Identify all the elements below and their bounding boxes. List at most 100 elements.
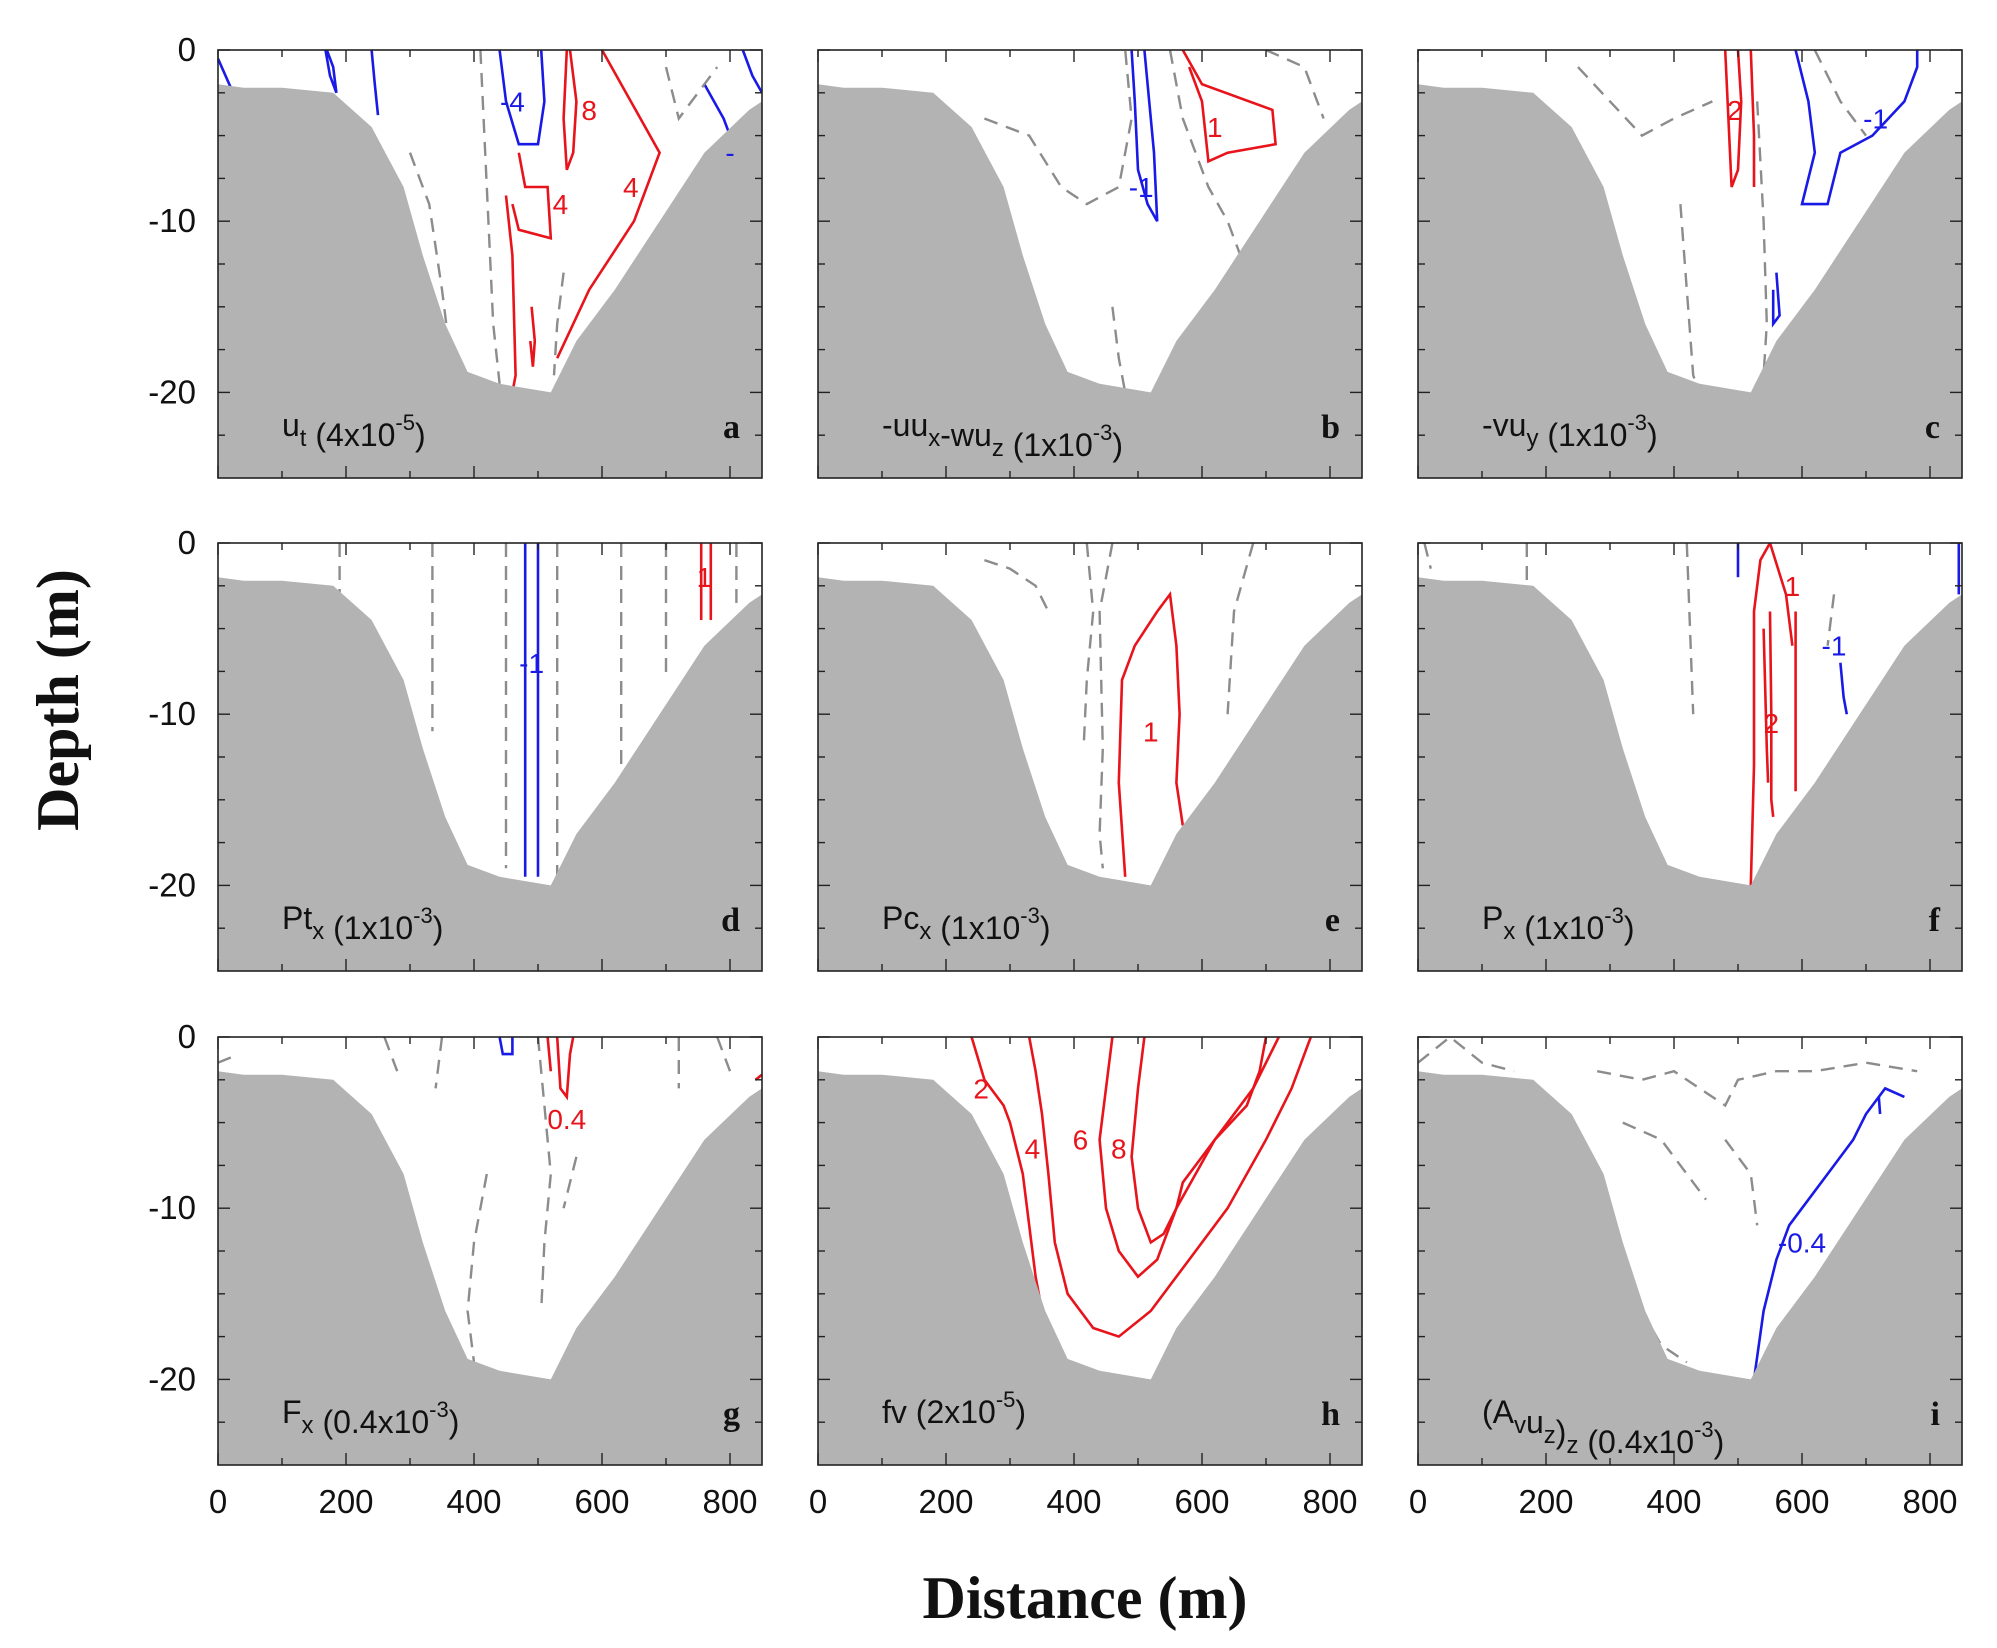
x-tick-label: 600 xyxy=(574,1483,629,1520)
contour-label: -1 xyxy=(1863,103,1888,134)
contour-line-zero xyxy=(1111,306,1127,393)
contour-group xyxy=(338,543,738,877)
contour-line-neg xyxy=(498,50,546,146)
x-tick-label: 0 xyxy=(1409,1483,1427,1520)
label-part: -wu xyxy=(940,417,992,453)
contour-line-zero xyxy=(983,50,1133,206)
panel-variable-label: fv (2x10-5) xyxy=(882,1387,1026,1430)
label-part: Pc xyxy=(882,900,919,936)
panel-letter: g xyxy=(723,1396,740,1433)
contour-label: 2 xyxy=(1763,708,1779,739)
contour-line-pos xyxy=(1762,628,1770,783)
label-part: -3 xyxy=(429,1397,449,1422)
panel-variable-label: Fx (0.4x10-3) xyxy=(282,1394,459,1440)
contour-line-pos xyxy=(529,306,537,367)
contour-line-pos xyxy=(556,50,662,359)
label-part: x xyxy=(928,425,940,452)
label-part: (1x10 xyxy=(324,910,413,946)
contour-line-neg xyxy=(1839,662,1849,715)
contour-label: 1 xyxy=(697,562,713,593)
label-part: -3 xyxy=(1093,420,1113,445)
contour-line-zero xyxy=(1265,50,1325,119)
panel-i: -0.40 200 400 600 800(Avuz)z (0.4x10-3)i xyxy=(1409,1036,1963,1520)
contour-label: 4 xyxy=(1025,1133,1041,1164)
contour-line-zero xyxy=(1622,1121,1707,1201)
label-part: -3 xyxy=(413,903,433,928)
contour-line-zero xyxy=(1826,594,1836,646)
label-part: Pt xyxy=(282,900,312,936)
x-tick-label: 200 xyxy=(318,1483,373,1520)
contour-line-pos xyxy=(754,1073,762,1081)
label-part: -uu xyxy=(882,407,928,443)
contour-line-pos xyxy=(1723,50,1743,188)
contour-line-zero xyxy=(1756,101,1769,376)
panel-letter: e xyxy=(1325,902,1340,939)
contour-line-pos xyxy=(1027,1037,1313,1339)
x-tick-label: 600 xyxy=(1774,1483,1829,1520)
y-tick-label: -10 xyxy=(148,1189,196,1226)
y-tick-label: 0 xyxy=(178,524,196,561)
label-part: ) xyxy=(1624,910,1635,946)
contour-label: - xyxy=(725,138,734,169)
x-tick-label: 200 xyxy=(918,1483,973,1520)
y-tick-label: -10 xyxy=(148,202,196,239)
contour-line-zero xyxy=(716,1037,732,1072)
contour-label: -1 xyxy=(1822,631,1847,662)
contour-line-pos xyxy=(1181,50,1278,164)
contour-group xyxy=(1423,543,1961,886)
x-tick-label: 0 xyxy=(209,1483,227,1520)
contour-group xyxy=(984,543,1255,877)
label-part: (0.4x10 xyxy=(1578,1424,1694,1460)
contour-label: -1 xyxy=(1129,172,1154,203)
contour-line-neg xyxy=(741,50,762,94)
label-part: z xyxy=(992,435,1004,462)
contour-line-neg xyxy=(1794,50,1919,206)
contour-line-zero xyxy=(1226,543,1255,715)
panel-letter: i xyxy=(1931,1396,1940,1433)
contour-line-neg xyxy=(1752,1086,1905,1380)
contour-line-neg xyxy=(370,50,380,116)
panel-letter: c xyxy=(1925,409,1940,446)
panel-letter: b xyxy=(1321,409,1340,446)
contour-line-neg xyxy=(498,1037,514,1056)
label-part: (1x10 xyxy=(1004,427,1093,463)
label-part: (0.4x10 xyxy=(314,1404,430,1440)
y-tick-label: -20 xyxy=(148,1360,196,1397)
contour-line-pos xyxy=(555,1037,575,1101)
contour-line-zero xyxy=(1577,66,1713,138)
contour-label: 1 xyxy=(1785,571,1801,602)
x-tick-label: 200 xyxy=(1518,1483,1573,1520)
panel-letter: h xyxy=(1321,1396,1340,1433)
contour-line-zero xyxy=(479,50,501,384)
contour-line-pos xyxy=(511,152,553,241)
label-part: t xyxy=(300,425,307,452)
label-part: ) xyxy=(415,417,426,453)
x-tick-label: 400 xyxy=(446,1483,501,1520)
x-tick-label: 800 xyxy=(1902,1483,1957,1520)
label-part: (1x10 xyxy=(1538,417,1627,453)
label-part: v xyxy=(1514,1412,1526,1439)
y-tick-label: 0 xyxy=(178,31,196,68)
x-tick-label: 0 xyxy=(809,1483,827,1520)
label-part: (1x10 xyxy=(931,910,1020,946)
panel-letter: a xyxy=(723,409,740,446)
panel-g: 0.4 0 -10 -20 0 200 400 600 800 Fx (0.4x10-3) g xyxy=(148,1018,763,1520)
contour-line-zero xyxy=(1423,543,1432,569)
contour-line-neg xyxy=(324,50,338,94)
panel-variable-label: ut (4x10-5) xyxy=(282,407,426,453)
contour-label: 2 xyxy=(973,1073,989,1104)
label-part: ) xyxy=(1040,910,1051,946)
contour-label: 6 xyxy=(1073,1125,1089,1156)
panel-d: -1 1 0 -10 -20 Ptx (1x10-3) d xyxy=(148,524,763,972)
label-part: x xyxy=(302,1412,314,1439)
contour-line-zero xyxy=(984,558,1050,613)
contour-line-neg xyxy=(703,83,732,137)
bathymetry xyxy=(218,577,762,971)
label-part: ) xyxy=(1714,1424,1725,1460)
contour-label: 2 xyxy=(1727,95,1743,126)
contour-label: -4 xyxy=(500,86,525,117)
panel-b: 1 -1 -uux-wuz (1x10-3) b xyxy=(817,49,1363,479)
panel-a: -4 8 4 4 - 0 -10 -20 ut (4x10-5) a xyxy=(148,31,763,479)
